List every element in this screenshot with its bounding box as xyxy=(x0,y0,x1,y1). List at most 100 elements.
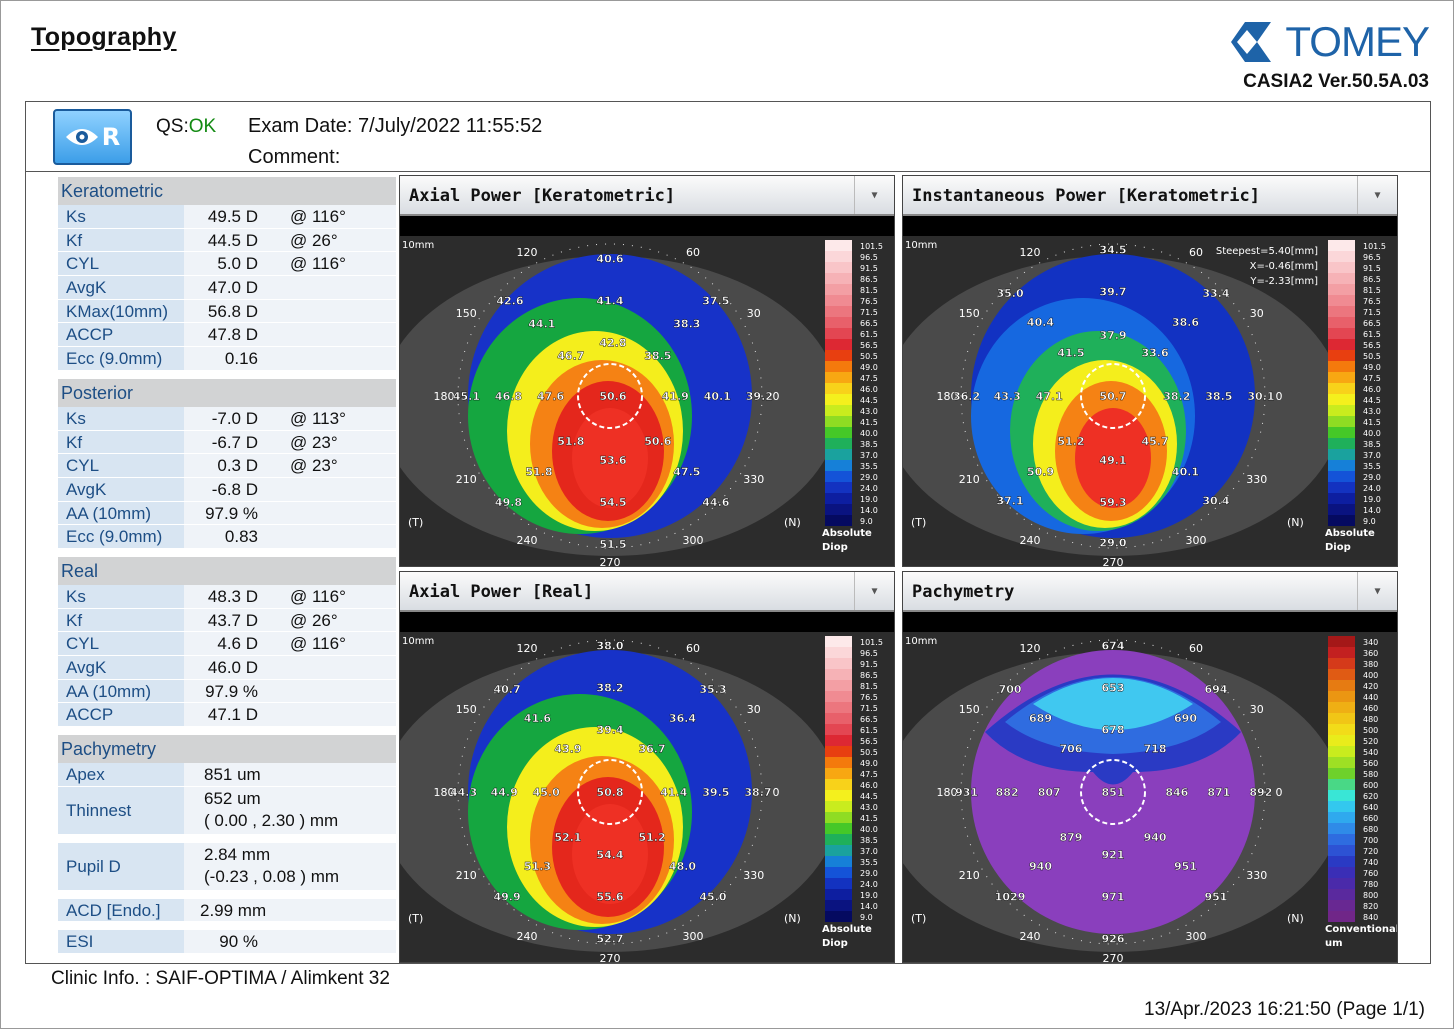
angle-label: 180 xyxy=(434,786,455,799)
exam-date: 7/July/2022 11:55:52 xyxy=(358,115,543,137)
angle-label: 30 xyxy=(747,307,761,320)
table-row: ESI 90 % xyxy=(58,930,396,955)
scale-label: 9.0 xyxy=(1363,517,1376,526)
topography-map: 906030033030027024021018015012010mm(T)(N… xyxy=(903,632,1397,962)
scale-label: 50.5 xyxy=(1363,352,1381,361)
scale-swatch xyxy=(825,779,852,790)
scale-swatch xyxy=(825,361,852,372)
row-axis: @ 113° xyxy=(290,408,346,428)
scale-swatch xyxy=(825,680,852,691)
topography-map: 906030033030027024021018015012010mm(T)(N… xyxy=(903,236,1397,566)
row-label: AvgK xyxy=(58,656,184,679)
row-value: -7.0 D xyxy=(211,408,258,428)
table-row: Apex 851 um xyxy=(58,763,396,787)
panel-dropdown-button[interactable]: ▼ xyxy=(1357,176,1397,214)
map-value: 882 xyxy=(996,786,1019,799)
row-label: Thinnest xyxy=(58,786,184,834)
scale-swatch xyxy=(825,515,852,526)
scale-swatch xyxy=(825,471,852,482)
row-value: -6.8 D xyxy=(211,479,258,499)
angle-label: 240 xyxy=(1020,534,1041,547)
qs-value: OK xyxy=(188,116,217,137)
scale-label: 29.0 xyxy=(860,473,878,482)
table-row: AvgK 46.0 D xyxy=(58,656,396,680)
table-row: Kf -6.7 D @ 23° xyxy=(58,430,396,455)
scale-label: 96.5 xyxy=(1363,253,1381,262)
table-row: AA (10mm) 97.9 % xyxy=(58,679,396,704)
row-axis xyxy=(290,502,396,525)
scale-label: 460 xyxy=(1363,704,1378,713)
scale-label: 76.5 xyxy=(860,693,878,702)
scale-swatch xyxy=(825,383,852,394)
exam-date-label: Exam Date: xyxy=(248,115,353,137)
scale-label: 61.5 xyxy=(1363,330,1381,339)
row-axis xyxy=(290,300,396,323)
row-label: Ks xyxy=(58,584,184,608)
row-label: CYL xyxy=(58,632,184,655)
map-zone xyxy=(572,804,648,904)
angle-label: 120 xyxy=(1020,642,1041,655)
scale-swatch xyxy=(825,416,852,427)
row-label: Ecc (9.0mm) xyxy=(58,347,184,370)
scale-label: 640 xyxy=(1363,803,1378,812)
eye-icon xyxy=(65,129,98,145)
section-keratometric: Keratometric xyxy=(58,177,396,205)
map-value: 921 xyxy=(1102,848,1125,861)
scale-swatch xyxy=(825,438,852,449)
map-value: 59.3 xyxy=(1099,496,1126,509)
scale-swatch xyxy=(1328,317,1355,328)
scale-swatch xyxy=(1328,273,1355,284)
scale-label: 14.0 xyxy=(860,506,878,515)
row-value: 47.0 D xyxy=(207,278,258,298)
scale-swatch xyxy=(1328,713,1355,724)
scale-swatch xyxy=(825,669,852,680)
eye-selector-button[interactable]: R xyxy=(53,109,132,165)
row-label: Ks xyxy=(58,406,184,430)
map-value: 33.4 xyxy=(1202,287,1229,300)
scale-label: 40.0 xyxy=(1363,429,1381,438)
panel-dropdown-button[interactable]: ▼ xyxy=(854,176,894,214)
map-value: 40.4 xyxy=(1027,316,1054,329)
map-value: 807 xyxy=(1038,786,1061,799)
scale-label: 49.0 xyxy=(1363,363,1381,372)
panel-dropdown-button[interactable]: ▼ xyxy=(854,572,894,610)
scale-label: 340 xyxy=(1363,638,1378,647)
comment-label: Comment: xyxy=(248,146,341,168)
scale-label: 29.0 xyxy=(860,869,878,878)
scale-label: 660 xyxy=(1363,814,1378,823)
angle-label: 120 xyxy=(517,246,538,259)
scale-swatch xyxy=(825,834,852,845)
scale-swatch xyxy=(1328,856,1355,867)
angle-label: 330 xyxy=(743,473,764,486)
map-value: 38.2 xyxy=(596,682,623,695)
map-value: 36.2 xyxy=(953,390,980,403)
scale-label: 101.5 xyxy=(860,638,883,647)
row-axis xyxy=(290,276,396,299)
row-label: ACCP xyxy=(58,323,184,347)
scale-swatch xyxy=(1328,911,1355,922)
map-value: 45.1 xyxy=(453,390,480,403)
scale-swatch xyxy=(825,273,852,284)
scale-swatch xyxy=(1328,515,1355,526)
map-value: 44.6 xyxy=(702,496,729,509)
scale-unit: Absolute xyxy=(822,528,872,539)
scale-label: 49.0 xyxy=(860,759,878,768)
panel-dropdown-button[interactable]: ▼ xyxy=(1357,572,1397,610)
scale-label: 66.5 xyxy=(860,715,878,724)
temporal-label: (T) xyxy=(408,516,423,529)
brand: TOMEY CASIA2 Ver.50.5A.03 xyxy=(1223,19,1430,93)
temporal-label: (T) xyxy=(911,912,926,925)
scale-label: 540 xyxy=(1363,748,1378,757)
map-value: 678 xyxy=(1102,724,1125,737)
map-value: 50.9 xyxy=(1027,465,1054,478)
scale-label: 24.0 xyxy=(1363,484,1381,493)
section-posterior: Posterior xyxy=(58,378,396,407)
map-value: 50.6 xyxy=(599,390,626,403)
scale-label: 14.0 xyxy=(860,902,878,911)
panel-title: Axial Power [Keratometric] xyxy=(409,186,676,206)
scale-swatch xyxy=(1328,669,1355,680)
map-zone xyxy=(572,408,648,508)
chevron-down-icon: ▼ xyxy=(871,586,878,597)
temporal-label: (T) xyxy=(408,912,423,925)
row-value: 5.0 D xyxy=(217,254,258,274)
